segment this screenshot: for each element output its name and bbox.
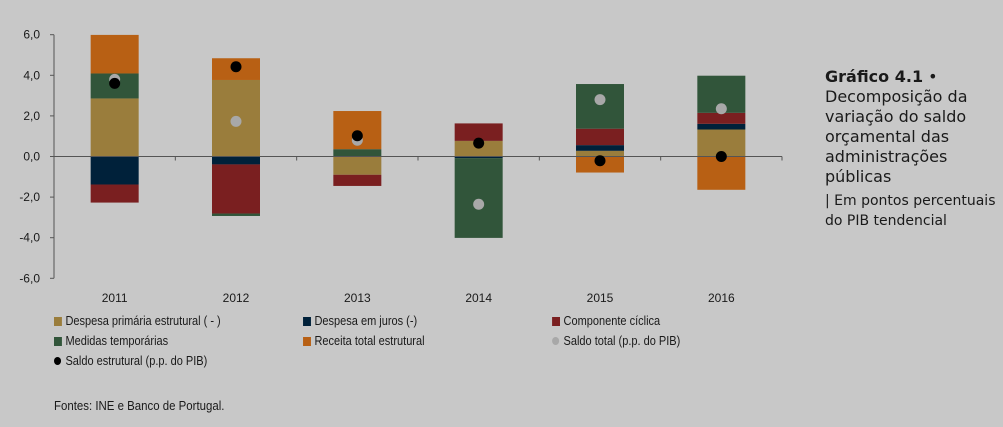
marker-point	[715, 103, 727, 115]
bar-segment	[212, 213, 260, 216]
x-tick-label: 2013	[344, 291, 371, 305]
legend-item-despesa-juros: Despesa em juros (-)	[303, 314, 417, 328]
bar-segment	[333, 149, 382, 157]
caption-bullet: •	[928, 67, 938, 86]
legend-item-saldo-estrutural: Saldo estrutural (p.p. do PIB)	[54, 354, 207, 368]
bar-segment	[333, 174, 382, 186]
bar-segment	[90, 184, 139, 203]
legend-item-medidas-temporarias: Medidas temporárias	[54, 334, 168, 348]
bar-segment	[697, 156, 746, 190]
bar-segment	[212, 156, 260, 165]
chart-caption: Gráfico 4.1 • Decomposição da variação do…	[825, 67, 1000, 231]
legend-swatch	[303, 336, 311, 346]
legend-label: Componente cíclica	[563, 314, 661, 328]
legend-swatch	[303, 316, 311, 326]
legend-label: Medidas temporárias	[65, 334, 169, 348]
x-tick-label: 2014	[465, 291, 492, 305]
marker-point	[351, 130, 363, 142]
legend-item-receita-total: Receita total estrutural	[303, 334, 425, 348]
bar-segment	[454, 156, 503, 159]
caption-number: Gráfico 4.1	[825, 67, 924, 86]
bar-segment	[90, 156, 139, 185]
bar-segment	[576, 145, 624, 151]
legend-label: Despesa primária estrutural ( - )	[65, 314, 221, 328]
marker-point	[109, 77, 121, 89]
bar-segment	[697, 123, 746, 130]
marker-point	[230, 115, 242, 127]
legend-swatch	[54, 336, 62, 346]
y-tick-label: 6,0	[23, 28, 40, 42]
x-tick-label: 2015	[587, 291, 614, 305]
marker-point	[230, 61, 242, 73]
legend-dot	[54, 357, 62, 365]
legend-item-despesa-primaria: Despesa primária estrutural ( - )	[54, 314, 221, 328]
legend-dot	[552, 337, 560, 345]
bar-segment	[212, 164, 260, 214]
bar-segment	[576, 150, 624, 157]
caption-subtitle: | Em pontos percentuais do PIB tendencia…	[825, 193, 996, 229]
bar-segment	[90, 34, 139, 74]
y-tick-label: -4,0	[19, 231, 40, 245]
x-tick-label: 2011	[102, 291, 128, 305]
marker-point	[594, 94, 606, 106]
x-tick-label: 2016	[708, 291, 735, 305]
marker-point	[715, 151, 727, 162]
bar-segment	[697, 112, 746, 124]
legend-swatch	[552, 316, 560, 326]
caption-title: Decomposição da variação do saldo orçame…	[825, 87, 968, 186]
legend-item-componente-ciclica: Componente cíclica	[552, 314, 660, 328]
bar-segment	[576, 128, 624, 146]
legend-label: Despesa em juros (-)	[314, 314, 418, 328]
y-tick-label: 2,0	[23, 109, 40, 123]
source-note: Fontes: INE e Banco de Portugal.	[54, 398, 225, 413]
marker-point	[473, 137, 485, 149]
x-tick-label: 2012	[223, 291, 250, 305]
y-tick-label: 4,0	[23, 68, 40, 82]
bar-segment	[454, 158, 503, 238]
legend-label: Saldo estrutural (p.p. do PIB)	[65, 354, 208, 368]
marker-point	[594, 155, 606, 167]
y-tick-label: -6,0	[19, 271, 40, 285]
y-tick-label: -2,0	[19, 190, 40, 204]
bar-segment	[454, 140, 503, 157]
bar-segment	[333, 156, 382, 175]
legend-swatch	[54, 316, 62, 326]
bar-segment	[576, 84, 624, 129]
legend-label: Receita total estrutural	[314, 334, 425, 348]
marker-point	[473, 198, 485, 210]
chart: 6,0 4,0 2,0 0,0 -2,0 -4,0 -6,0 2011 2012 2013 2014…	[19, 28, 783, 305]
bar-segment	[454, 123, 503, 141]
legend-item-saldo-total: Saldo total (p.p. do PIB)	[552, 334, 680, 348]
bar-segment	[90, 98, 139, 157]
legend-label: Saldo total (p.p. do PIB)	[563, 334, 681, 348]
y-tick-label: 0,0	[23, 150, 40, 164]
